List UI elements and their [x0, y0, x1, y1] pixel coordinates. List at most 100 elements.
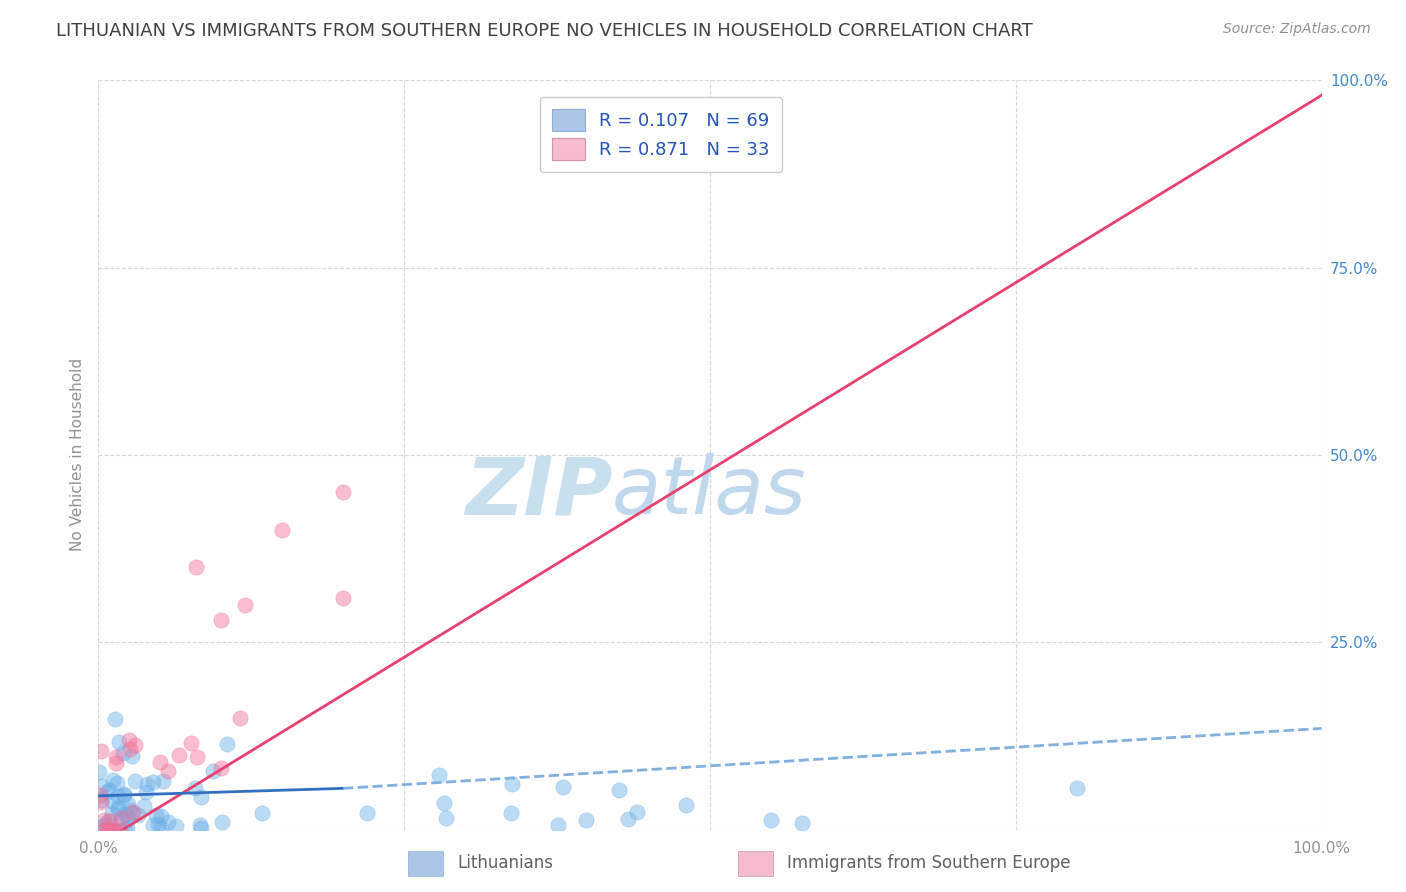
Point [165, 819, 187, 833]
Point [332, 591, 354, 606]
Point [436, 811, 458, 825]
Point [761, 813, 783, 827]
Point [93, 818, 115, 832]
Point [107, 802, 129, 816]
Point [112, 747, 135, 761]
Point [121, 806, 143, 821]
Point [110, 813, 132, 827]
Point [96, 785, 118, 799]
Point [96, 822, 118, 837]
Text: LITHUANIAN VS IMMIGRANTS FROM SOUTHERN EUROPE NO VEHICLES IN HOUSEHOLD CORRELATI: LITHUANIAN VS IMMIGRANTS FROM SOUTHERN E… [56, 22, 1033, 40]
Point [427, 768, 450, 782]
Point [103, 822, 125, 837]
Point [180, 736, 202, 750]
Point [117, 797, 139, 811]
Point [103, 822, 125, 837]
Point [188, 818, 211, 832]
Point [124, 738, 146, 752]
Point [90, 793, 112, 807]
Point [93, 813, 115, 827]
Point [202, 764, 225, 779]
Point [120, 803, 142, 817]
Point [136, 777, 159, 791]
Text: ZIP: ZIP [465, 453, 612, 532]
Point [501, 777, 523, 791]
Point [105, 756, 128, 770]
Point [114, 807, 136, 822]
Point [146, 817, 169, 831]
Point [135, 785, 157, 799]
Point [118, 733, 141, 747]
Point [190, 821, 212, 835]
Point [90, 795, 112, 809]
Point [117, 821, 139, 835]
Point [112, 789, 135, 803]
Point [89, 788, 111, 802]
Point [108, 734, 131, 748]
Point [149, 756, 172, 770]
Point [209, 613, 232, 627]
Point [211, 814, 233, 829]
Point [186, 560, 208, 574]
Point [356, 806, 378, 821]
Point [675, 797, 697, 812]
Point [229, 711, 252, 725]
Point [575, 813, 598, 827]
Point [98, 822, 121, 837]
Point [98, 814, 121, 828]
Point [152, 773, 174, 788]
Text: Lithuanians: Lithuanians [457, 855, 553, 872]
Point [547, 818, 569, 832]
Point [101, 822, 124, 837]
Point [184, 780, 207, 795]
Point [105, 776, 128, 790]
Point [626, 805, 648, 819]
Point [617, 812, 640, 826]
Point [97, 814, 120, 828]
Point [103, 712, 125, 726]
Point [142, 818, 165, 832]
Point [110, 822, 132, 837]
Y-axis label: No Vehicles in Household: No Vehicles in Household [69, 359, 84, 551]
Point [98, 822, 121, 837]
Point [157, 764, 180, 779]
Text: Immigrants from Southern Europe: Immigrants from Southern Europe [787, 855, 1071, 872]
Point [553, 780, 575, 795]
Point [117, 812, 139, 826]
Point [110, 811, 132, 825]
Point [115, 808, 138, 822]
Point [107, 799, 129, 814]
Text: atlas: atlas [612, 453, 807, 532]
Point [792, 815, 814, 830]
Point [90, 819, 112, 833]
Point [105, 749, 128, 764]
Point [121, 749, 143, 764]
Point [89, 765, 111, 780]
Point [118, 742, 141, 756]
Point [209, 761, 232, 775]
Text: Source: ZipAtlas.com: Source: ZipAtlas.com [1223, 22, 1371, 37]
Legend: R = 0.107   N = 69, R = 0.871   N = 33: R = 0.107 N = 69, R = 0.871 N = 33 [540, 97, 783, 172]
Point [101, 773, 124, 788]
Point [1066, 780, 1088, 795]
Point [215, 737, 238, 751]
Point [250, 805, 273, 820]
Point [433, 797, 456, 811]
Point [107, 789, 129, 804]
Point [167, 748, 190, 763]
Point [97, 783, 120, 797]
Point [607, 783, 630, 797]
Point [134, 798, 156, 813]
Point [270, 523, 294, 537]
Point [122, 805, 145, 820]
Point [190, 790, 212, 805]
Point [501, 806, 523, 821]
Point [157, 814, 180, 829]
Point [150, 808, 173, 822]
Point [90, 779, 112, 793]
Point [114, 822, 136, 836]
Point [145, 808, 167, 822]
Point [142, 774, 165, 789]
Point [101, 805, 124, 820]
Point [124, 774, 146, 789]
